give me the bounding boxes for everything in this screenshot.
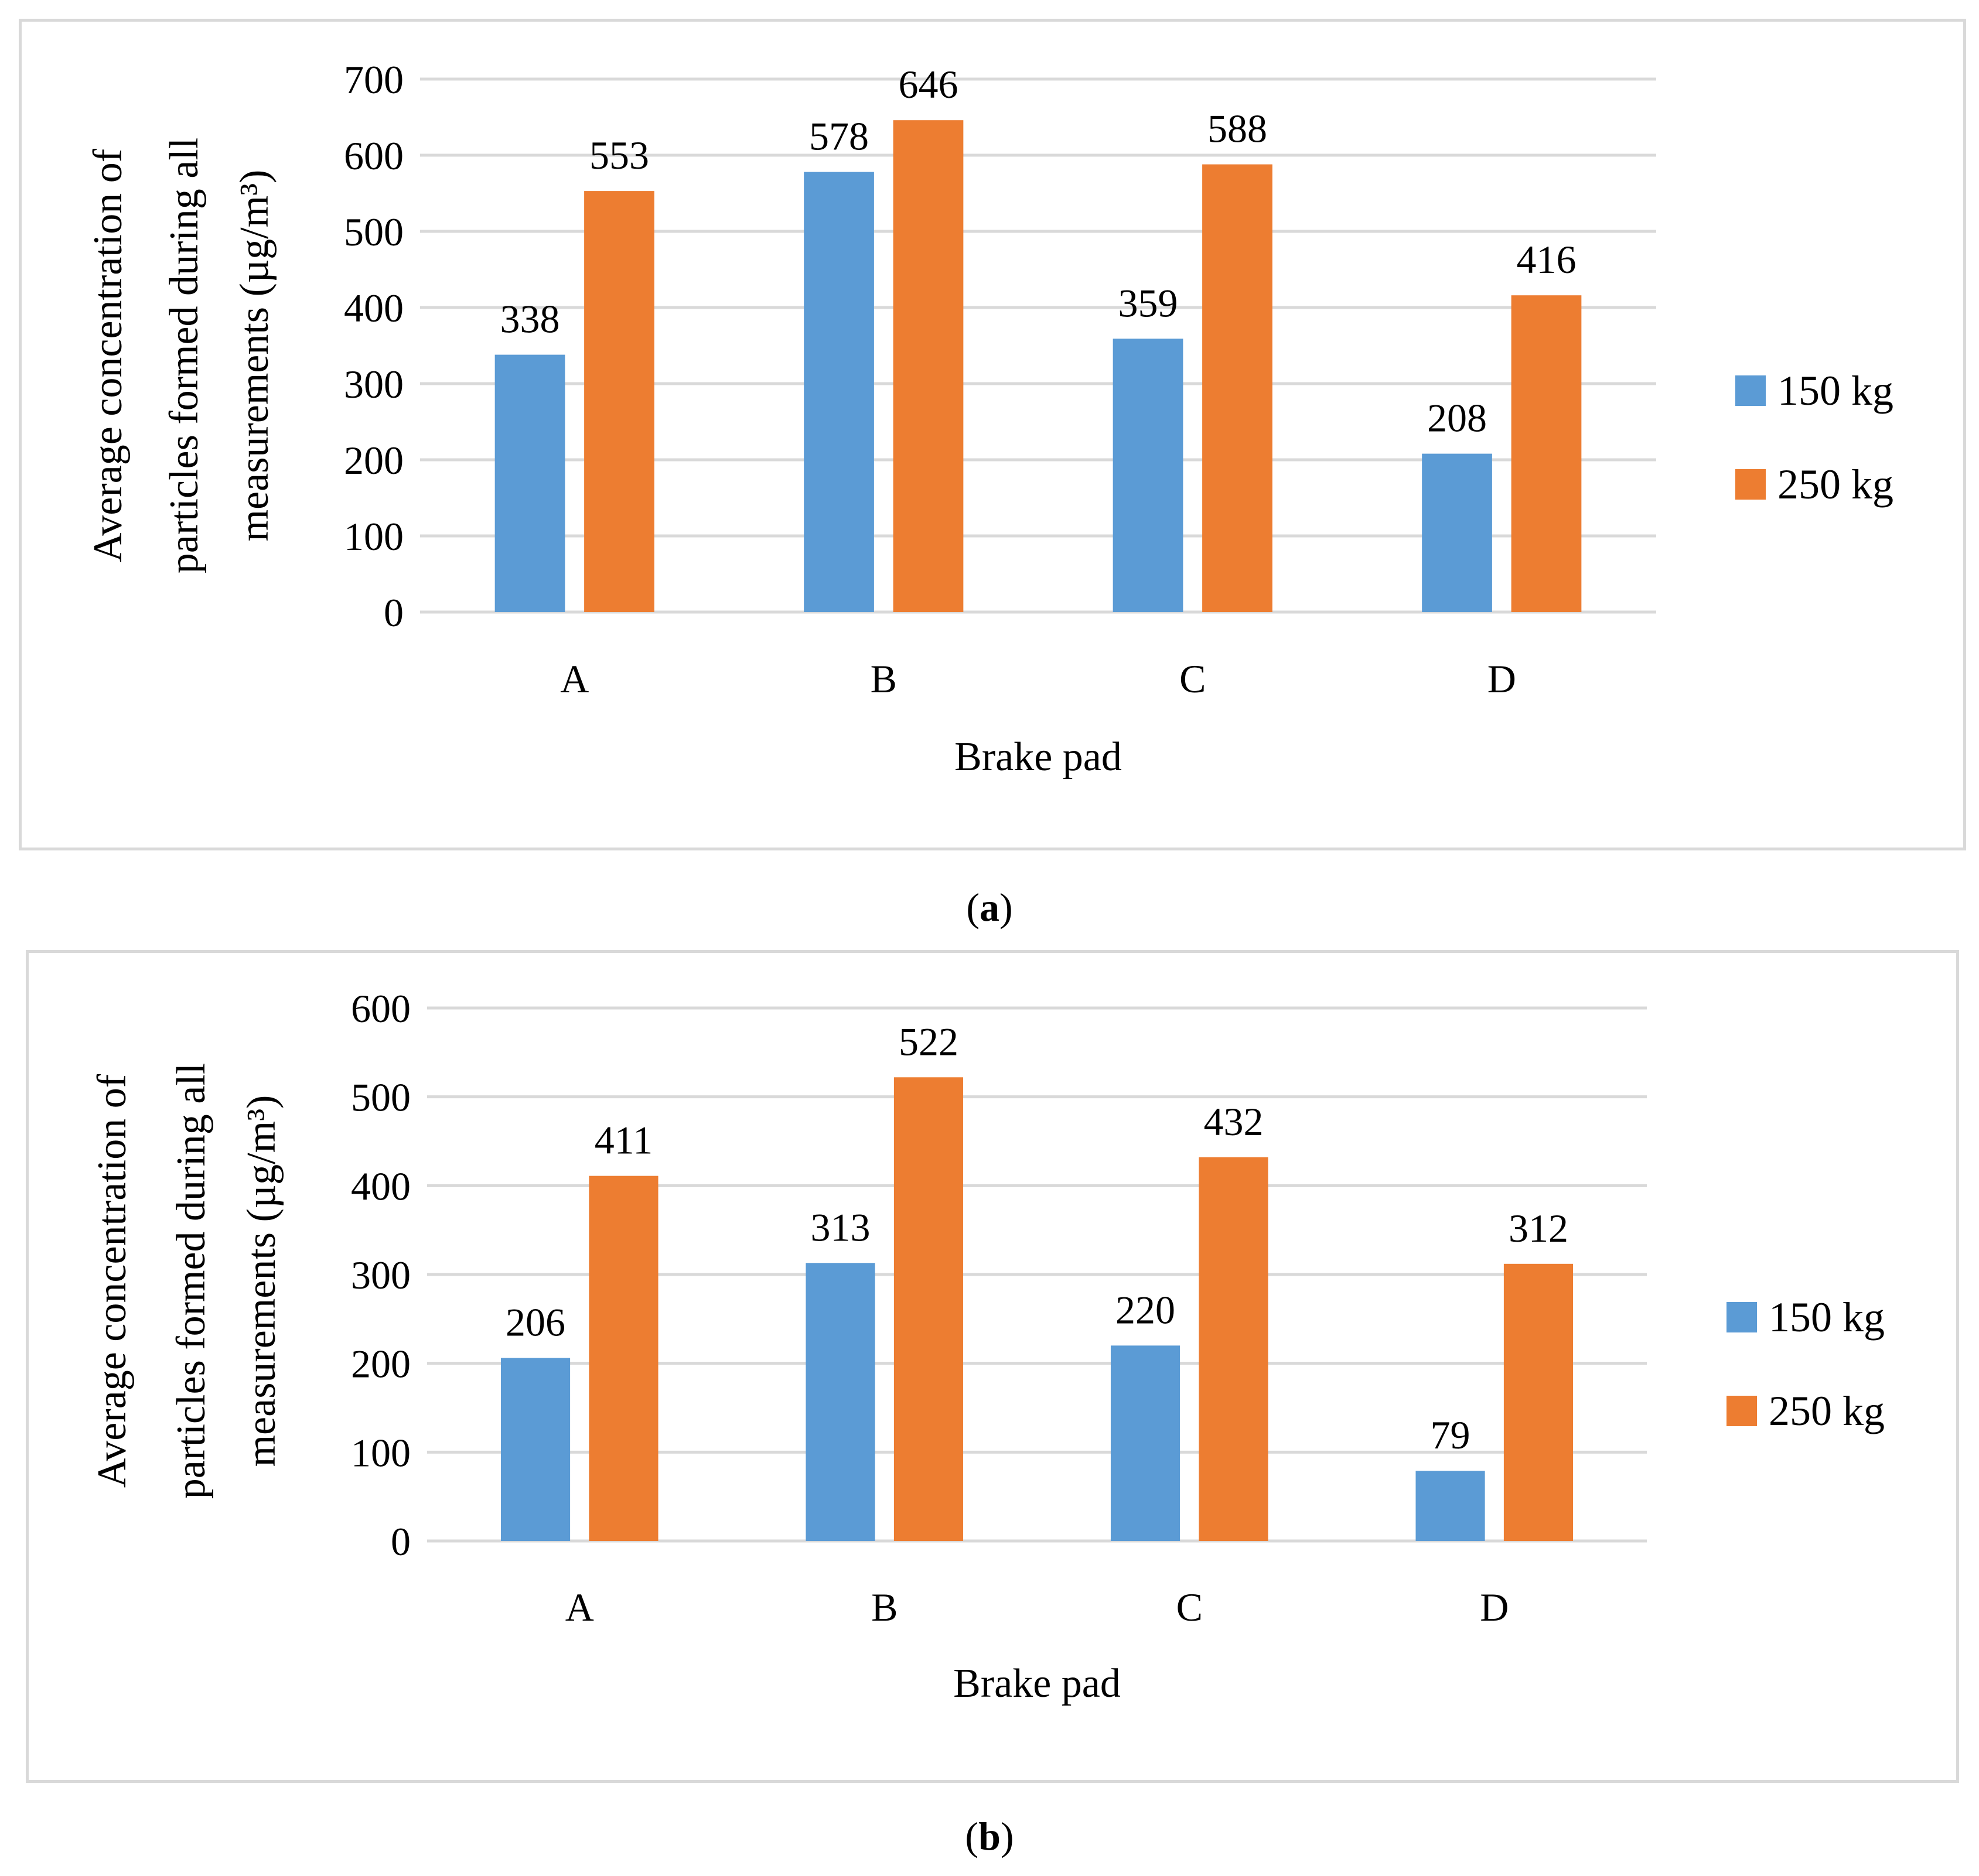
y-axis-title-line: particles formed during all [162, 138, 207, 573]
legend-swatch [1726, 1396, 1757, 1426]
bar-C-250kg [1202, 164, 1272, 613]
y-tick-label: 500 [351, 1075, 411, 1120]
x-axis-title: Brake pad [954, 734, 1122, 780]
bar-D-250kg [1503, 1263, 1574, 1541]
data-label: 206 [506, 1300, 565, 1345]
y-tick-label: 500 [344, 210, 404, 254]
x-tick-label: A [560, 657, 589, 701]
bar-C-150kg [1110, 1345, 1180, 1541]
data-label: 578 [809, 114, 869, 159]
y-tick-label: 400 [344, 286, 404, 330]
legend-swatch [1726, 1302, 1757, 1332]
bar-A-150kg [494, 354, 565, 612]
caption-b-letter: b [978, 1814, 1001, 1858]
y-axis-title-line: Average concentration of [86, 148, 131, 562]
data-label: 411 [595, 1118, 653, 1163]
bar-chart-a: 0 100 200 300 400 500 600 700 338 553 A 578 646 B 359 5… [86, 57, 1893, 780]
data-label: 312 [1509, 1206, 1568, 1250]
x-axis-title: Brake pad [953, 1661, 1121, 1706]
data-label: 646 [898, 62, 958, 107]
x-tick-label: B [871, 1585, 898, 1629]
y-tick-label: 100 [344, 514, 404, 559]
bar-D-250kg [1511, 295, 1582, 612]
caption-a-letter: a [980, 885, 999, 930]
data-label: 208 [1427, 396, 1487, 440]
bar-C-250kg [1199, 1157, 1268, 1541]
bar-B-250kg [893, 1077, 964, 1541]
y-axis-title-line: measurements (µg/m³) [239, 1095, 284, 1467]
data-label: 359 [1118, 281, 1178, 325]
legend-swatch [1735, 375, 1766, 406]
data-label: 432 [1203, 1099, 1263, 1144]
x-tick-label: D [1480, 1585, 1509, 1629]
y-tick-label: 200 [344, 438, 404, 483]
x-tick-label: C [1176, 1585, 1203, 1629]
bar-A-150kg [500, 1358, 571, 1541]
bar-C-150kg [1113, 339, 1183, 612]
data-label: 588 [1207, 107, 1267, 151]
y-axis-title-line: measurements (µg/m³) [232, 170, 277, 542]
x-tick-label: A [565, 1585, 594, 1629]
bar-A-250kg [584, 191, 654, 613]
data-label: 416 [1516, 237, 1576, 282]
x-tick-label: C [1179, 657, 1206, 701]
bar-B-150kg [804, 172, 874, 613]
chart-panel-a: 0 100 200 300 400 500 600 700 338 553 A 578 646 B 359 5… [19, 19, 1966, 850]
legend-swatch [1735, 469, 1766, 500]
legend-label: 150 kg [1769, 1294, 1885, 1341]
bar-D-150kg [1422, 453, 1492, 612]
y-tick-label: 700 [344, 57, 404, 102]
y-tick-label: 0 [384, 590, 404, 635]
y-axis-title-line: particles formed during all [169, 1063, 214, 1499]
data-label: 522 [899, 1019, 958, 1064]
y-tick-label: 200 [351, 1342, 411, 1386]
y-tick-label: 300 [344, 362, 404, 406]
chart-panel-b: 0 100 200 300 400 500 600 206 411 A 313 522 B 220 432 C… [26, 950, 1959, 1783]
data-label: 79 [1431, 1413, 1470, 1457]
data-label: 220 [1115, 1287, 1175, 1332]
bar-A-250kg [589, 1176, 658, 1541]
y-tick-label: 300 [351, 1253, 411, 1297]
y-tick-label: 0 [391, 1519, 411, 1564]
bar-chart-b: 0 100 200 300 400 500 600 206 411 A 313 522 B 220 432 C… [90, 986, 1885, 1706]
y-tick-label: 400 [351, 1164, 411, 1208]
bar-D-150kg [1415, 1471, 1485, 1541]
bar-B-250kg [893, 120, 964, 612]
legend-label: 250 kg [1777, 461, 1893, 508]
y-axis-title-line: Average concentration of [90, 1074, 135, 1488]
x-tick-label: D [1487, 657, 1516, 701]
data-label: 313 [811, 1205, 871, 1249]
x-tick-label: B [871, 657, 897, 701]
caption-a: (a) [966, 885, 1013, 930]
legend-label: 250 kg [1769, 1388, 1885, 1434]
data-label: 553 [589, 133, 649, 177]
y-tick-label: 600 [351, 986, 411, 1031]
data-label: 338 [500, 297, 560, 341]
bar-B-150kg [806, 1263, 875, 1541]
caption-b: (b) [965, 1814, 1014, 1858]
y-tick-label: 600 [344, 134, 404, 178]
y-tick-label: 100 [351, 1430, 411, 1475]
legend-label: 150 kg [1777, 367, 1893, 414]
